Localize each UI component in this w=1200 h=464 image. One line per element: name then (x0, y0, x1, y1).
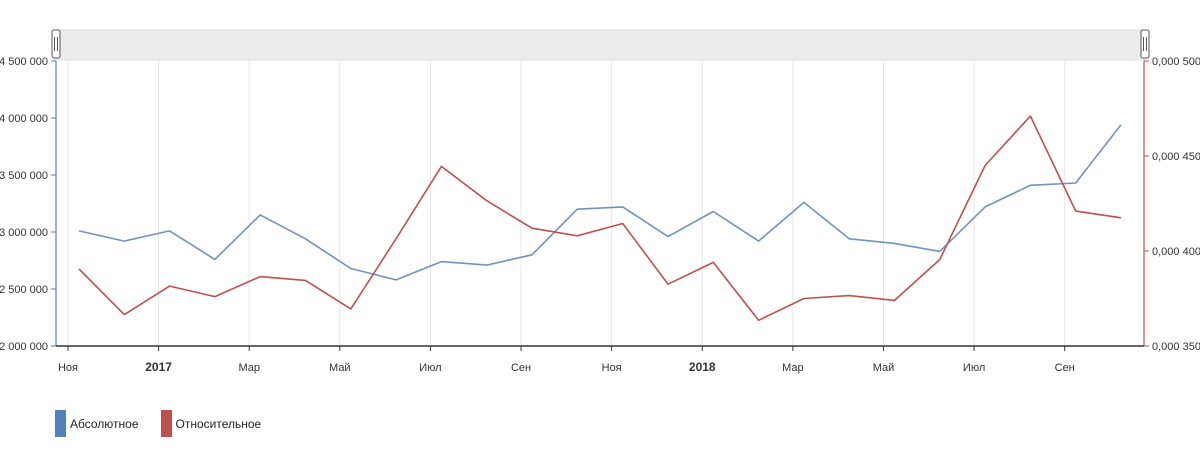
legend-swatch-absolute (55, 410, 66, 437)
tick-labels: Ноя 2017 Мар Май Июл Сен Ноя 2018 Мар Май Июл Сен 2 … (0, 56, 1200, 374)
scrollbar-left-handle[interactable] (51, 29, 61, 59)
y-left-tick-label: 2 500 000 (0, 284, 48, 296)
x-tick-label: Мар (782, 362, 804, 374)
x-tick-label: Мар (238, 362, 260, 374)
x-tick-label: Июл (963, 362, 985, 374)
legend-label-absolute: Абсолютное (70, 416, 139, 431)
x-tick-label: Сен (1055, 362, 1075, 374)
chart-scrollbar[interactable] (51, 29, 1150, 61)
y-left-tick-label: 3 000 000 (0, 227, 48, 239)
x-tick-label: 2017 (145, 360, 172, 374)
y-right-tick-label: 0,000 450 (1152, 151, 1200, 163)
legend-label-relative: Относительное (175, 416, 262, 431)
y-right-tick-label: 0,000 350 (1152, 341, 1200, 353)
x-tick-label: Май (873, 362, 895, 374)
line-chart: Ноя 2017 Мар Май Июл Сен Ноя 2018 Мар Май Июл Сен 2 … (0, 29, 1200, 374)
legend-swatch-relative (160, 410, 172, 437)
x-tick-label: Сен (511, 362, 531, 374)
scrollbar-right-handle[interactable] (1140, 29, 1150, 59)
y-right-tick-label: 0,000 400 (1152, 246, 1200, 258)
y-left-tick-label: 4 500 000 (0, 56, 48, 68)
x-tick-label: 2018 (689, 360, 716, 374)
x-tick-label: Июл (419, 362, 441, 374)
y-right-tick-label: 0,000 500 (1152, 56, 1200, 68)
legend: Абсолютное Относительное (55, 410, 261, 437)
legend-item-absolute[interactable]: Абсолютное (55, 410, 139, 437)
axes (51, 60, 1149, 351)
x-tick-label: Ноя (602, 362, 622, 374)
series-line-absolute (78, 124, 1122, 281)
y-left-tick-label: 3 500 000 (0, 170, 48, 182)
scrollbar-track[interactable] (54, 29, 1146, 61)
x-tick-label: Май (329, 362, 351, 374)
x-tick-label: Ноя (58, 362, 78, 374)
series-lines (78, 115, 1122, 322)
y-left-tick-label: 2 000 000 (0, 341, 48, 353)
series-line-relative (78, 115, 1122, 322)
y-left-tick-label: 4 000 000 (0, 113, 48, 125)
grid-lines (67, 61, 1066, 346)
legend-item-relative[interactable]: Относительное (160, 410, 262, 437)
